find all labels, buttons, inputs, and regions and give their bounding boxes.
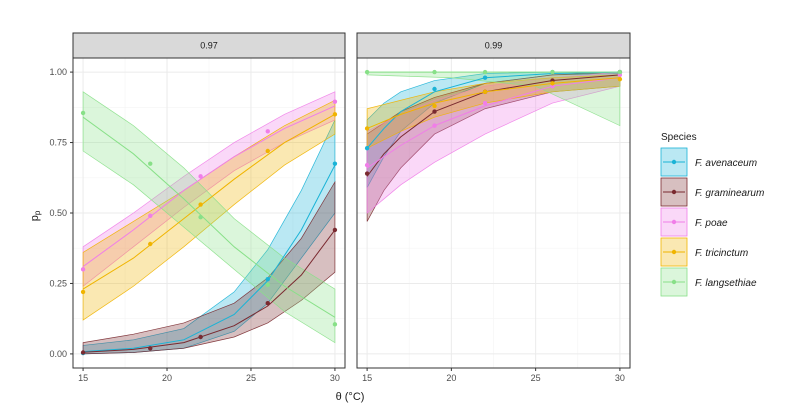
data-point-avenaceum <box>432 86 437 92</box>
data-point-langsethiae <box>617 69 623 75</box>
data-point-langsethiae <box>482 69 488 75</box>
data-point-tricinctum <box>148 241 153 247</box>
legend-label: F. poae <box>695 218 728 229</box>
fit-line-tricinctum <box>82 113 336 290</box>
y-tick-label: 1.00 <box>49 67 67 77</box>
data-point-graminearum <box>332 227 338 233</box>
axis-titles: θ (°C) pp <box>29 210 364 403</box>
data-point-poae <box>198 174 203 179</box>
panels: 0.97 15 20 25 30 0.00 0.25 0.50 0.75 1.00 0.99 15 20… <box>49 32 631 383</box>
legend-label: F. avenaceum <box>695 158 757 169</box>
legend-entry-avenaceum: F. avenaceum <box>660 147 757 177</box>
legend-label: F. tricinctum <box>695 248 748 259</box>
data-point-poae <box>332 99 338 104</box>
x-tick-label: 20 <box>446 373 456 383</box>
series-group <box>364 69 623 222</box>
legend-key-point <box>671 189 677 195</box>
data-point-tricinctum <box>332 112 338 117</box>
y-tick-label: 0.50 <box>49 208 67 218</box>
legend: Species F. avenaceum F. graminearum F. poa… <box>660 132 764 297</box>
confidence-band-langsethiae <box>82 91 336 344</box>
x-tick-label: 25 <box>246 373 256 383</box>
x-axis-title: θ (°C) <box>336 391 365 403</box>
fit-line-poae <box>366 77 620 169</box>
data-point-tricinctum <box>482 89 488 95</box>
data-point-tricinctum <box>80 289 86 295</box>
data-point-langsethiae <box>432 69 437 75</box>
data-point-graminearum <box>198 334 203 340</box>
x-tick-label: 25 <box>531 373 541 383</box>
legend-key-point <box>671 279 677 285</box>
data-point-avenaceum <box>265 277 270 282</box>
data-point-langsethiae <box>550 69 555 75</box>
y-axis-title: pp <box>29 210 42 221</box>
facet-strip <box>72 32 346 59</box>
data-point-graminearum <box>265 300 270 306</box>
axis-ticks: 15 20 25 30 0.00 0.25 0.50 0.75 1.00 <box>49 67 339 383</box>
data-point-graminearum <box>148 346 153 351</box>
facet-panel-1: 0.97 15 20 25 30 0.00 0.25 0.50 0.75 1.00 <box>49 32 346 383</box>
fit-line-poae <box>82 105 336 267</box>
legend-key-point <box>671 159 677 165</box>
y-tick-label: 0.25 <box>49 278 67 288</box>
data-point-avenaceum <box>482 75 488 80</box>
legend-entry-tricinctum: F. tricinctum <box>660 237 748 267</box>
legend-key-point <box>671 219 677 225</box>
y-tick-label: 0.00 <box>49 349 67 359</box>
x-tick-label: 20 <box>162 373 172 383</box>
data-point-langsethiae <box>332 322 338 327</box>
data-point-langsethiae <box>80 110 86 116</box>
fit-line-avenaceum <box>83 164 336 353</box>
fit-line-langsethiae <box>82 116 336 318</box>
x-tick-label: 15 <box>78 373 88 383</box>
confidence-band-graminearum <box>82 180 336 355</box>
legend-entry-graminearum: F. graminearum <box>660 177 764 207</box>
data-point-poae <box>364 162 370 168</box>
x-tick-label: 30 <box>615 373 625 383</box>
data-point-tricinctum <box>432 103 437 109</box>
data-point-poae <box>80 267 86 272</box>
data-point-graminearum <box>364 171 370 176</box>
x-tick-label: 30 <box>330 373 340 383</box>
data-point-langsethiae <box>265 282 270 288</box>
series-group <box>80 91 338 356</box>
legend-label: F. langsethiae <box>695 278 757 289</box>
data-point-avenaceum <box>332 161 338 166</box>
data-point-tricinctum <box>364 126 370 131</box>
data-point-tricinctum <box>198 202 203 207</box>
data-point-tricinctum <box>265 148 270 154</box>
facet-strip-label: 0.97 <box>200 41 218 51</box>
y-tick-label: 0.75 <box>49 138 67 148</box>
facet-strip <box>356 32 631 59</box>
fit-line-graminearum <box>83 229 336 353</box>
facet-panel-2: 0.99 15 20 25 30 <box>356 32 631 383</box>
data-point-langsethiae <box>198 215 203 220</box>
legend-key-point <box>671 249 677 255</box>
data-point-poae <box>482 100 488 106</box>
data-point-poae <box>265 129 270 134</box>
panel-border <box>356 57 631 369</box>
data-point-langsethiae <box>148 161 153 166</box>
legend-entry-poae: F. poae <box>660 207 728 237</box>
legend-entry-langsethiae: F. langsethiae <box>660 267 757 297</box>
facet-strip-label: 0.99 <box>485 41 503 51</box>
data-point-langsethiae <box>364 69 370 75</box>
data-point-tricinctum <box>550 81 555 86</box>
x-tick-label: 15 <box>362 373 372 383</box>
legend-title: Species <box>661 132 697 143</box>
data-point-poae <box>148 213 153 219</box>
legend-label: F. graminearum <box>695 188 764 199</box>
data-point-poae <box>432 123 437 128</box>
data-point-graminearum <box>432 109 437 114</box>
data-point-avenaceum <box>364 145 370 151</box>
data-point-graminearum <box>80 350 86 355</box>
fit-line-tricinctum <box>366 77 620 129</box>
axis-ticks: 15 20 25 30 <box>362 368 625 383</box>
data-point-tricinctum <box>617 76 623 82</box>
legend-entries: F. avenaceum F. graminearum F. poae F. tric… <box>660 147 764 297</box>
